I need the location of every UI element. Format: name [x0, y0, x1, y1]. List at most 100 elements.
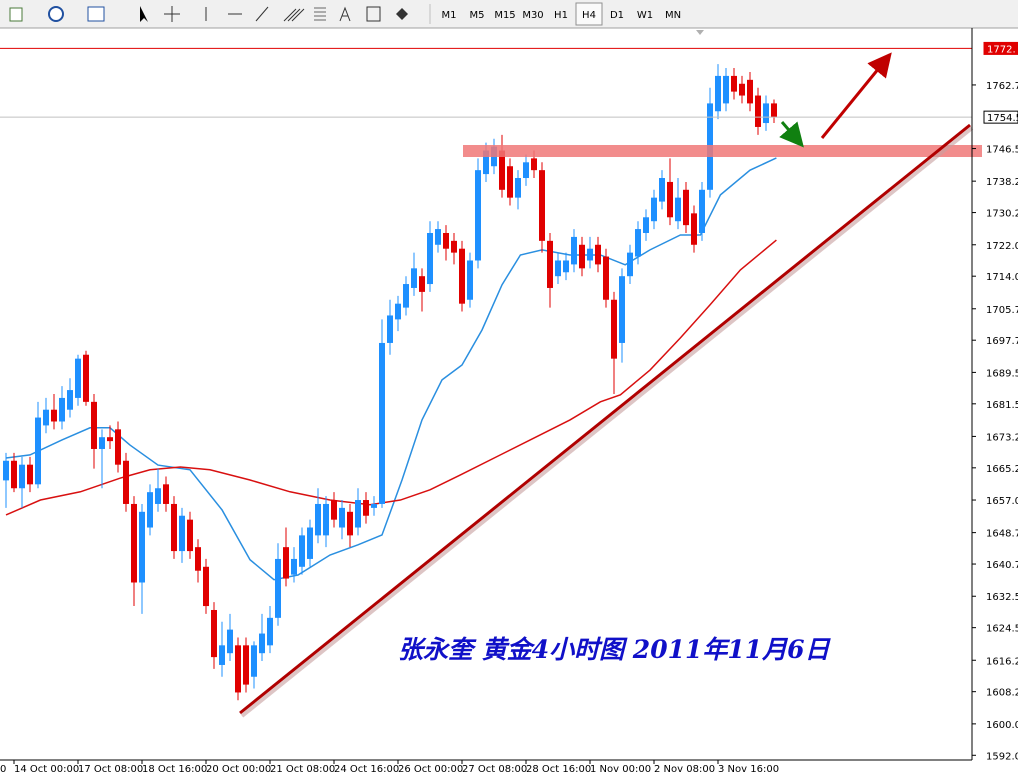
- crosshair-tool[interactable]: [164, 6, 180, 22]
- candle-body: [635, 229, 641, 257]
- candle-body: [227, 629, 233, 654]
- trendline: [239, 123, 971, 715]
- y-tick-label: 1592.0: [986, 751, 1018, 762]
- y-tick-label: 1746.5: [986, 145, 1018, 156]
- candle-body: [587, 248, 593, 261]
- candle-body: [43, 409, 49, 426]
- candle-body: [163, 484, 169, 504]
- shift-marker: [696, 30, 704, 35]
- toolbar: M1 M5 M15 M30 H1 H4 D1 W1 MN: [0, 0, 1018, 29]
- y-tick-label: 1616.2: [986, 656, 1018, 667]
- candle-body: [291, 558, 297, 575]
- y-tick-label: 1600.0: [986, 720, 1018, 731]
- history-icon[interactable]: [48, 6, 64, 22]
- candle-body: [147, 492, 153, 528]
- y-tick-label: 1632.5: [986, 592, 1018, 603]
- fibo-tool[interactable]: [314, 7, 326, 21]
- candle-body: [467, 260, 473, 300]
- candle-body: [483, 150, 489, 175]
- timeframe-button[interactable]: M15: [494, 10, 515, 21]
- x-tick-label: 21 Oct 08:00: [270, 764, 335, 775]
- trendline-tool[interactable]: [255, 6, 269, 22]
- candle-body: [363, 500, 369, 516]
- timeframe-button[interactable]: H1: [554, 10, 568, 21]
- timeframe-button[interactable]: M30: [522, 10, 543, 21]
- candle-body: [619, 276, 625, 343]
- candle-body: [331, 500, 337, 520]
- candle-body: [515, 178, 521, 198]
- candle-body: [443, 232, 449, 249]
- candle-body: [99, 437, 105, 449]
- candle-body: [523, 162, 529, 179]
- candle-body: [355, 500, 361, 528]
- candle-body: [299, 535, 305, 567]
- candle-body: [27, 464, 33, 485]
- y-tick-label: 1689.5: [986, 368, 1018, 379]
- y-tick-label: 1738.2: [986, 177, 1018, 188]
- candle-body: [571, 236, 577, 265]
- y-tick-label: 1640.7: [986, 560, 1018, 571]
- candle-body: [323, 503, 329, 536]
- candle-body: [715, 75, 721, 112]
- candle-body: [475, 170, 481, 261]
- arrows-tool[interactable]: [396, 8, 408, 20]
- timeframe-button[interactable]: M5: [470, 10, 485, 21]
- candle-body: [643, 217, 649, 233]
- y-tick-label: 1681.5: [986, 400, 1018, 411]
- timeframe-button[interactable]: H4: [582, 10, 596, 21]
- candle-body: [739, 83, 745, 96]
- y-tick-label: 1608.2: [986, 688, 1018, 699]
- timeframe-selected: [575, 2, 603, 26]
- price-level-label: 1754.5: [987, 113, 1018, 124]
- up-arrow: [820, 52, 892, 139]
- candle-body: [683, 189, 689, 226]
- new-chart-icon[interactable]: [9, 7, 23, 22]
- candle-body: [139, 511, 145, 583]
- candle-body: [539, 170, 545, 241]
- candle-body: [651, 197, 657, 222]
- candle-body: [723, 75, 729, 104]
- candle-body: [275, 558, 281, 618]
- candle-body: [427, 232, 433, 285]
- price-level-tag: [983, 41, 1018, 55]
- candle-body: [307, 527, 313, 559]
- candle-body: [155, 488, 161, 504]
- resistance-zone: [463, 145, 982, 157]
- indicators-icon[interactable]: [87, 6, 105, 22]
- x-tick-label: 27 Oct 08:00: [462, 764, 527, 775]
- candle-body: [91, 401, 97, 449]
- timeframe-button[interactable]: D1: [610, 10, 624, 21]
- price-axis: 1592.0 1600.0 1608.2 1616.2 1624.5 1632.5 1640…: [972, 81, 1018, 762]
- x-tick-label: 2 Nov 08:00: [654, 764, 715, 775]
- candle-body: [195, 547, 201, 571]
- candle-body: [187, 519, 193, 552]
- timeframe-button[interactable]: W1: [637, 10, 653, 21]
- label-tool[interactable]: [366, 6, 381, 22]
- candle-body: [731, 75, 737, 92]
- candle-body: [347, 511, 353, 536]
- channel-tool[interactable]: [283, 8, 305, 22]
- moving-averages: [5, 157, 777, 581]
- timeframe-button[interactable]: MN: [665, 10, 681, 21]
- timeframe-button[interactable]: M1: [442, 10, 457, 21]
- candle-body: [59, 397, 65, 422]
- candle-body: [691, 213, 697, 245]
- candle-body: [395, 303, 401, 320]
- text-tool[interactable]: [339, 6, 351, 22]
- x-tick-label: 26 Oct 00:00: [398, 764, 463, 775]
- y-tick-label: 1624.5: [986, 624, 1018, 635]
- x-tick-label: 1 Nov 00:00: [590, 764, 651, 775]
- candle-body: [51, 409, 57, 422]
- x-tick-label: 3 Nov 16:00: [718, 764, 779, 775]
- cursor-tool[interactable]: [140, 6, 148, 22]
- price-levels: [0, 47, 972, 118]
- y-tick-label: 1705.7: [986, 305, 1018, 316]
- candle-body: [107, 437, 113, 442]
- price-level-tag: [983, 110, 1018, 124]
- candle-body: [339, 507, 345, 528]
- candle-body: [251, 645, 257, 677]
- candle-body: [555, 260, 561, 277]
- candle-body: [507, 166, 513, 198]
- candle-body: [171, 503, 177, 552]
